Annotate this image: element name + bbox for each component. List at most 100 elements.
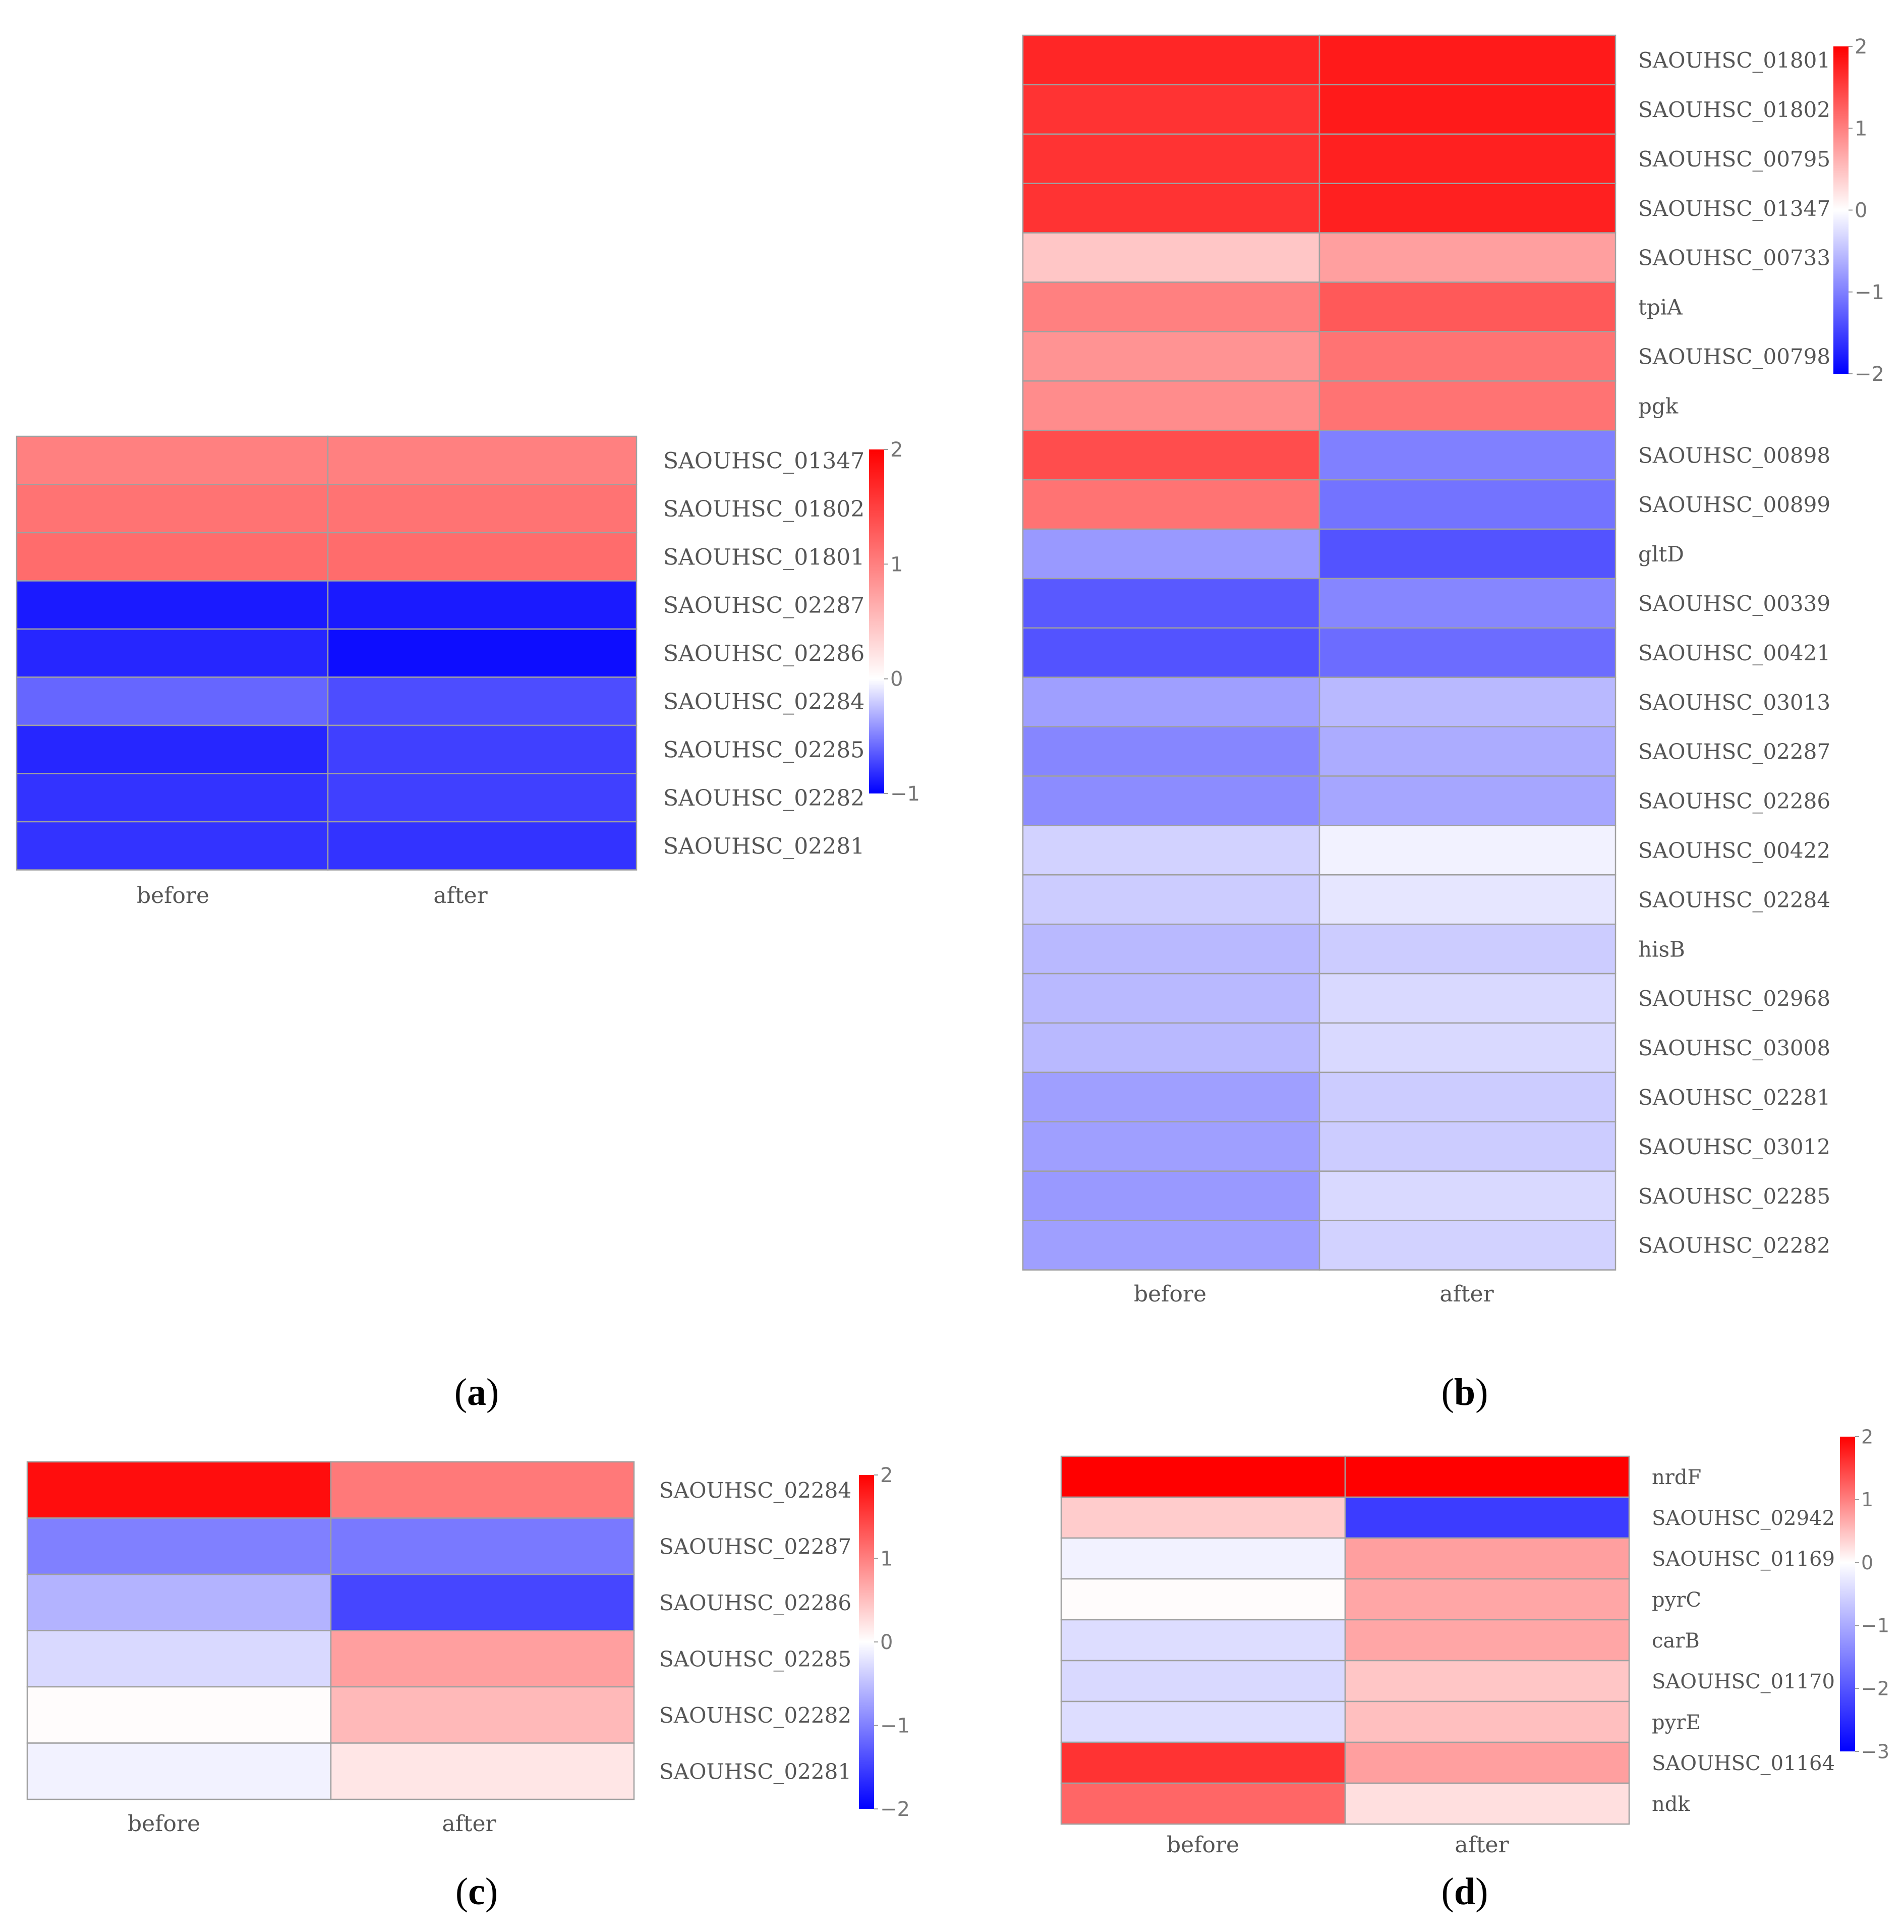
colorbar bbox=[1833, 46, 1849, 374]
heatmap-cell bbox=[1344, 1455, 1630, 1498]
row-label: SAOUHSC_02286 bbox=[1638, 789, 1830, 814]
heatmap-cell bbox=[1318, 429, 1617, 481]
heatmap-cell bbox=[1022, 479, 1320, 530]
heatmap-cell bbox=[16, 821, 329, 871]
heatmap-cell bbox=[16, 773, 329, 823]
heatmap-cell bbox=[1318, 84, 1617, 135]
row-label: SAOUHSC_02286 bbox=[659, 1590, 851, 1615]
heatmap-cell bbox=[16, 580, 329, 630]
row-label: SAOUHSC_01801 bbox=[663, 545, 864, 571]
row-label: SAOUHSC_02285 bbox=[1638, 1184, 1830, 1209]
panel-label: (d) bbox=[1441, 1870, 1488, 1913]
row-label: SAOUHSC_02282 bbox=[659, 1703, 851, 1728]
row-label: pyrE bbox=[1652, 1711, 1701, 1734]
heatmap-cell bbox=[1318, 133, 1617, 184]
heatmap-cell bbox=[330, 1517, 635, 1575]
row-label: SAOUHSC_02285 bbox=[659, 1646, 851, 1671]
colorbar-tick-label: −1 bbox=[1861, 1615, 1889, 1637]
panel-label: (a) bbox=[454, 1371, 499, 1413]
heatmap-cell bbox=[1318, 183, 1617, 234]
heatmap-cell bbox=[16, 676, 329, 726]
row-label: SAOUHSC_01801 bbox=[1638, 48, 1830, 73]
heatmap-cell bbox=[1318, 281, 1617, 332]
heatmap-cell bbox=[1022, 380, 1320, 431]
row-label: SAOUHSC_00899 bbox=[1638, 492, 1830, 517]
row-label: SAOUHSC_03013 bbox=[1638, 690, 1830, 715]
heatmap-cell bbox=[16, 435, 329, 485]
heatmap-cell bbox=[1344, 1619, 1630, 1662]
colorbar-tick-label: −1 bbox=[1855, 281, 1884, 304]
row-label: SAOUHSC_00339 bbox=[1638, 591, 1830, 616]
colorbar-tick-label: 0 bbox=[1861, 1552, 1873, 1574]
row-label: SAOUHSC_02284 bbox=[663, 689, 864, 715]
heatmap-cell bbox=[1318, 726, 1617, 777]
row-label: pyrC bbox=[1652, 1588, 1701, 1612]
heatmap-cell bbox=[1344, 1537, 1630, 1580]
row-label: SAOUHSC_00421 bbox=[1638, 641, 1830, 665]
heatmap-cell bbox=[1022, 726, 1320, 777]
row-label: SAOUHSC_02286 bbox=[663, 641, 864, 667]
row-label: SAOUHSC_02285 bbox=[663, 737, 864, 763]
heatmap-cell bbox=[1318, 331, 1617, 382]
heatmap-cell bbox=[1060, 1741, 1346, 1784]
column-label: before bbox=[137, 883, 209, 908]
row-label: SAOUHSC_00898 bbox=[1638, 443, 1830, 468]
heatmap-cell bbox=[1060, 1578, 1346, 1621]
colorbar-tick-label: 1 bbox=[880, 1548, 893, 1571]
heatmap-cell bbox=[1022, 775, 1320, 826]
row-label: SAOUHSC_03012 bbox=[1638, 1134, 1830, 1159]
heatmap-cell bbox=[1060, 1782, 1346, 1825]
heatmap-cell bbox=[1060, 1496, 1346, 1539]
heatmap-cell bbox=[1318, 380, 1617, 431]
heatmap-cell bbox=[1318, 973, 1617, 1024]
heatmap-cell bbox=[1344, 1700, 1630, 1743]
heatmap-cell bbox=[1318, 627, 1617, 678]
heatmap-cell bbox=[1318, 676, 1617, 727]
heatmap-cell bbox=[1318, 578, 1617, 629]
heatmap-cell bbox=[1022, 1071, 1320, 1123]
column-label: after bbox=[433, 883, 488, 908]
column-label: before bbox=[128, 1811, 200, 1837]
heatmap-cell bbox=[1060, 1619, 1346, 1662]
heatmap-cell bbox=[327, 821, 638, 871]
heatmap-cell bbox=[327, 435, 638, 485]
heatmap-cell bbox=[1318, 923, 1617, 975]
row-label: SAOUHSC_01169 bbox=[1652, 1548, 1835, 1571]
row-label: SAOUHSC_02281 bbox=[1638, 1085, 1830, 1110]
colorbar bbox=[1840, 1437, 1855, 1751]
heatmap-cell bbox=[26, 1517, 332, 1575]
colorbar bbox=[859, 1475, 874, 1809]
heatmap-cell bbox=[1318, 1220, 1617, 1271]
heatmap-cell bbox=[1344, 1496, 1630, 1539]
heatmap-cell bbox=[1022, 578, 1320, 629]
heatmap-cell bbox=[26, 1461, 332, 1519]
heatmap-cell bbox=[1318, 825, 1617, 876]
panel-label: (b) bbox=[1441, 1371, 1488, 1413]
heatmap-cell bbox=[327, 628, 638, 678]
heatmap-cell bbox=[1318, 34, 1617, 86]
colorbar-tick-label: 1 bbox=[1855, 117, 1867, 140]
heatmap-cell bbox=[330, 1686, 635, 1744]
heatmap-cell bbox=[327, 773, 638, 823]
row-label: SAOUHSC_03008 bbox=[1638, 1036, 1830, 1060]
heatmap-cell bbox=[1022, 1022, 1320, 1073]
heatmap-cell bbox=[16, 628, 329, 678]
panel-label: (c) bbox=[455, 1870, 498, 1913]
heatmap-cell bbox=[1344, 1782, 1630, 1825]
heatmap-cell bbox=[1318, 1121, 1617, 1172]
heatmap-cell bbox=[330, 1742, 635, 1800]
heatmap-cell bbox=[330, 1630, 635, 1688]
row-label: SAOUHSC_02282 bbox=[663, 785, 864, 811]
heatmap-panel-b: SAOUHSC_01801 SAOUHSC_01802 SAOUHSC_00795 S… bbox=[1022, 34, 1884, 1413]
colorbar-tick-label: −2 bbox=[880, 1798, 910, 1821]
heatmap-cell bbox=[16, 484, 329, 534]
heatmap-cell bbox=[1060, 1660, 1346, 1702]
heatmap-cell bbox=[1318, 1022, 1617, 1073]
heatmap-cell bbox=[1022, 825, 1320, 876]
colorbar-tick-label: 2 bbox=[1861, 1426, 1873, 1448]
colorbar bbox=[869, 449, 884, 793]
heatmap-cell bbox=[1060, 1700, 1346, 1743]
row-label: SAOUHSC_01347 bbox=[663, 448, 864, 474]
heatmap-panel-d: nrdF SAOUHSC_02942 SAOUHSC_01169 pyrC carB SA… bbox=[1060, 1426, 1889, 1913]
row-label: SAOUHSC_02281 bbox=[663, 834, 864, 860]
